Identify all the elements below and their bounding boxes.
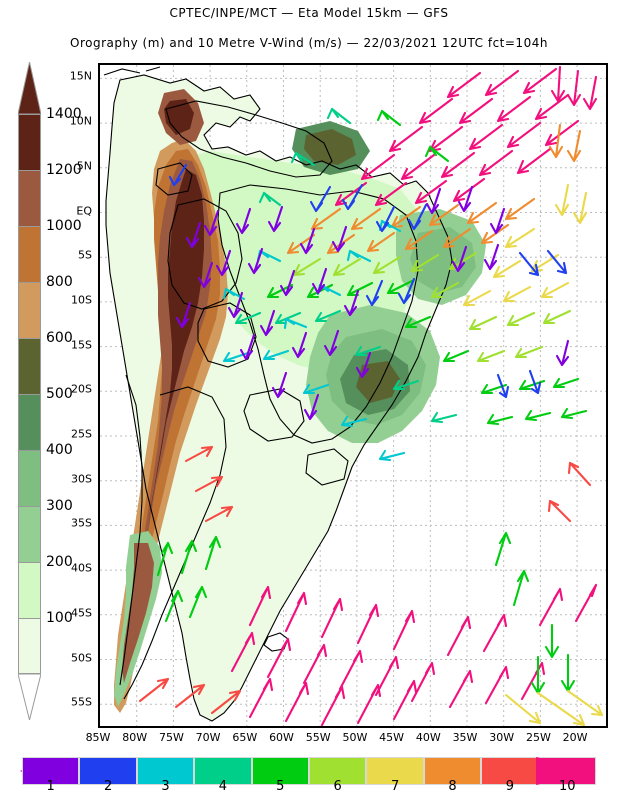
x-axis-label-40W: 40W — [415, 731, 441, 744]
orography-tick-600: 600 — [46, 330, 73, 346]
x-axis-label-35W: 35W — [452, 731, 478, 744]
orography-tick-1400: 1400 — [46, 106, 82, 122]
wind-arrows-teal — [234, 107, 458, 424]
wind-tick-2: 2 — [103, 779, 113, 794]
wind-arrows-se-green — [530, 623, 576, 695]
orography-tick-500: 500 — [46, 386, 73, 402]
wind-tick-8: 8 — [448, 779, 457, 794]
map-canvas — [100, 65, 606, 726]
y-axis-label-15N: 15N — [69, 69, 92, 83]
orography-colorbar — [18, 62, 41, 718]
chart-title-variable: Orography (m) and 10 Metre V-Wind (m/s) … — [70, 36, 548, 50]
wind-arrows-blue — [168, 163, 568, 399]
wind-band-4 — [194, 757, 252, 785]
orography-band-300 — [18, 506, 41, 562]
x-axis-label-55W: 55W — [305, 731, 331, 744]
wind-colorbar — [22, 757, 596, 785]
country-borders — [103, 66, 453, 722]
orography-band-1400 — [18, 114, 41, 170]
orography-tick-1200: 1200 — [46, 162, 82, 178]
x-axis-label-75W: 75W — [158, 731, 184, 744]
wind-arrows-orange — [286, 123, 582, 255]
y-axis-label-45S: 45S — [71, 606, 92, 620]
orography-tick-100: 100 — [46, 610, 73, 626]
wind-arrows-violet — [175, 185, 570, 421]
wind-band-1 — [22, 757, 80, 785]
colorbar-top-arrow — [18, 62, 41, 114]
wind-band-5 — [251, 757, 309, 785]
x-axis-label-50W: 50W — [342, 731, 368, 744]
wind-vector-field — [138, 65, 604, 726]
wind-tick-7: 7 — [390, 779, 400, 794]
x-axis-label-70W: 70W — [195, 731, 221, 744]
orography-band-200 — [18, 562, 41, 618]
y-axis-label-40S: 40S — [71, 561, 92, 575]
orography-band-1200 — [18, 170, 41, 226]
y-axis-label-20S: 20S — [71, 382, 92, 396]
orography-patagonia-high — [122, 543, 154, 683]
orography-tick-400: 400 — [46, 442, 73, 458]
orography-band-500 — [18, 394, 41, 450]
orography-tick-800: 800 — [46, 274, 73, 290]
orography-band-1000 — [18, 226, 41, 282]
y-axis-label-55S: 55S — [71, 695, 92, 709]
x-axis-label-65W: 65W — [232, 731, 258, 744]
wind-tick-6: 6 — [333, 779, 342, 794]
x-axis-label-25W: 25W — [525, 731, 551, 744]
wind-tick-4: 4 — [218, 779, 228, 794]
wind-band-8 — [423, 757, 482, 785]
wind-tick-9: 9 — [505, 779, 515, 794]
wind-band-6 — [309, 757, 367, 785]
y-axis-label-10S: 10S — [71, 293, 92, 307]
y-axis-label-EQ: EQ — [76, 204, 92, 217]
wind-legend-right-arrow — [536, 757, 596, 785]
wind-band-2 — [79, 757, 137, 785]
wind-arrows-south-magenta — [230, 583, 598, 726]
y-axis-label-5N: 5N — [76, 159, 92, 173]
orography-andes-1400 — [148, 169, 204, 533]
wind-band-7 — [366, 757, 424, 785]
x-axis-label-45W: 45W — [379, 731, 405, 744]
orography-tick-200: 200 — [46, 554, 73, 570]
y-axis-label-25S: 25S — [71, 427, 92, 441]
orography-tick-300: 300 — [46, 498, 73, 514]
orography-band-400 — [18, 450, 41, 506]
x-axis-label-30W: 30W — [489, 731, 515, 744]
orography-band-100 — [18, 618, 41, 674]
orography-field — [106, 75, 486, 721]
wind-tick-5: 5 — [276, 779, 285, 794]
wind-arrows-yellowgreen — [292, 251, 572, 363]
wind-arrows-green — [266, 109, 588, 426]
wind-arrows-magenta — [334, 65, 598, 207]
y-axis-label-10N: 10N — [69, 114, 92, 128]
wind-arrows-se-yellow — [504, 689, 604, 726]
wind-band-9 — [481, 757, 539, 785]
y-axis-label-15S: 15S — [71, 338, 92, 352]
orography-tick-1000: 1000 — [46, 218, 82, 234]
orography-ne-highland — [410, 227, 476, 293]
colorbar-bottom-arrow — [18, 674, 41, 720]
y-axis-label-35S: 35S — [71, 516, 92, 530]
chart-title-model: CPTEC/INPE/MCT — Eta Model 15km — GFS — [169, 6, 449, 20]
x-axis-label-85W: 85W — [85, 731, 111, 744]
orography-band-800 — [18, 282, 41, 338]
wind-band-3 — [136, 757, 195, 785]
x-axis-label-20W: 20W — [562, 731, 588, 744]
x-axis-label-80W: 80W — [122, 731, 148, 744]
y-axis-label-50S: 50S — [71, 651, 92, 664]
wind-tick-1: 1 — [46, 779, 55, 794]
map-plot-area[interactable] — [98, 63, 608, 728]
wind-arrows-south-green — [156, 531, 530, 623]
wind-tick-3: 3 — [161, 779, 170, 794]
wind-tick-10: 10 — [559, 779, 576, 794]
x-axis-label-60W: 60W — [269, 731, 294, 744]
orography-band-600 — [18, 338, 41, 394]
wind-arrows-red — [138, 445, 592, 715]
y-axis-label-30S: 30S — [71, 472, 92, 486]
y-axis-label-5S: 5S — [78, 248, 92, 262]
